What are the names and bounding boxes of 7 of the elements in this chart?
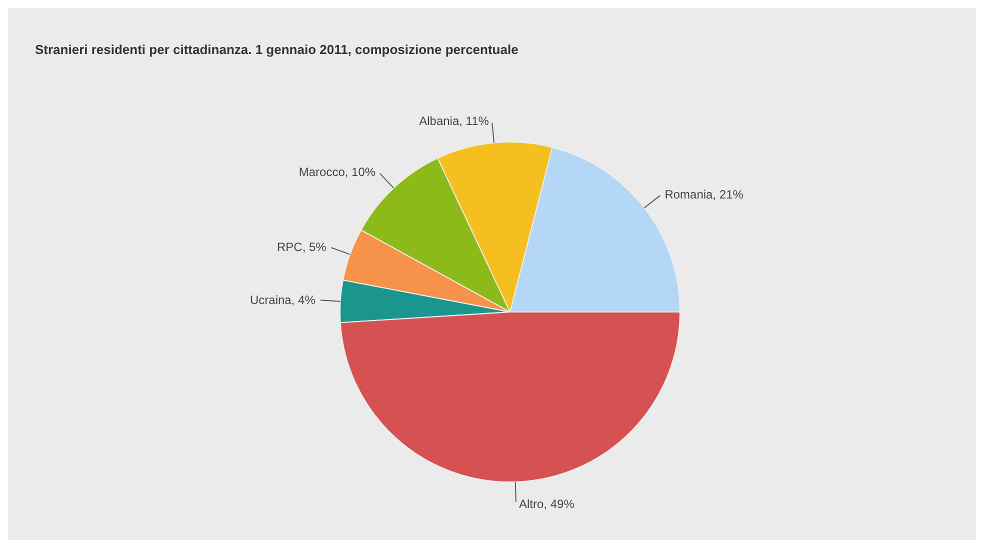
slice-label: Altro, 49% — [519, 496, 575, 511]
slice-label: Albania, 11% — [419, 114, 490, 128]
slice-label: Marocco, 10% — [298, 165, 376, 180]
chart-title: Stranieri residenti per cittadinanza. 1 gennaio 2011, composizione percentuale — [35, 42, 518, 57]
slice-label: Romania, 21% — [664, 187, 744, 202]
slice-label: RPC, 5% — [276, 240, 327, 254]
slice-label: Ucraina, 4% — [250, 292, 316, 307]
